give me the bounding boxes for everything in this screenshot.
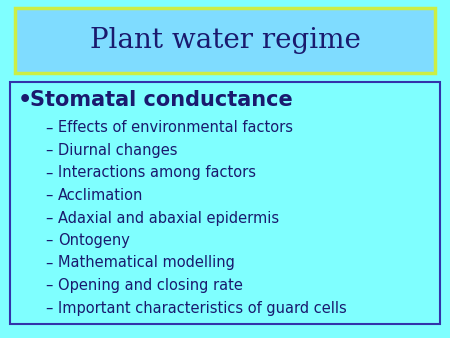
Text: Ontogeny: Ontogeny (58, 233, 130, 248)
Text: Important characteristics of guard cells: Important characteristics of guard cells (58, 300, 347, 315)
FancyBboxPatch shape (10, 82, 440, 324)
Text: Diurnal changes: Diurnal changes (58, 143, 177, 158)
Text: –: – (45, 188, 52, 203)
Text: –: – (45, 121, 52, 136)
Text: –: – (45, 233, 52, 248)
Text: Plant water regime: Plant water regime (90, 27, 360, 54)
Text: Mathematical modelling: Mathematical modelling (58, 256, 235, 270)
Text: Interactions among factors: Interactions among factors (58, 166, 256, 180)
Text: –: – (45, 143, 52, 158)
Text: –: – (45, 211, 52, 225)
FancyBboxPatch shape (15, 8, 435, 73)
Text: Stomatal conductance: Stomatal conductance (30, 90, 293, 110)
Text: –: – (45, 300, 52, 315)
Text: –: – (45, 166, 52, 180)
Text: –: – (45, 256, 52, 270)
Text: –: – (45, 278, 52, 293)
Text: Adaxial and abaxial epidermis: Adaxial and abaxial epidermis (58, 211, 279, 225)
Text: •: • (18, 90, 32, 110)
Text: Effects of environmental factors: Effects of environmental factors (58, 121, 293, 136)
Text: Acclimation: Acclimation (58, 188, 144, 203)
Text: Opening and closing rate: Opening and closing rate (58, 278, 243, 293)
